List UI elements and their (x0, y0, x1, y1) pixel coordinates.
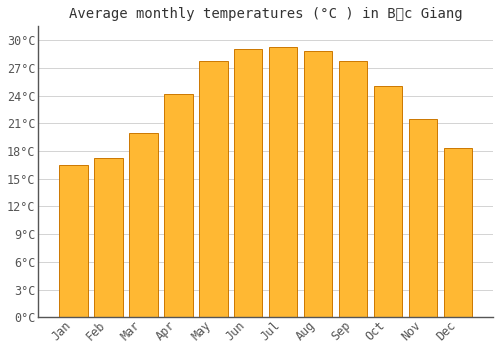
Bar (164, 94, 192, 317)
Bar (94, 159, 122, 317)
Bar (374, 86, 402, 317)
Bar (199, 61, 228, 317)
Bar (444, 148, 472, 317)
Title: Average monthly temperatures (°C ) in Bắc Giang: Average monthly temperatures (°C ) in Bắ… (69, 7, 462, 21)
Bar (129, 133, 158, 317)
Bar (339, 61, 368, 317)
Bar (408, 119, 438, 317)
Bar (234, 49, 262, 317)
Bar (59, 165, 88, 317)
Bar (304, 51, 332, 317)
Bar (269, 47, 298, 317)
